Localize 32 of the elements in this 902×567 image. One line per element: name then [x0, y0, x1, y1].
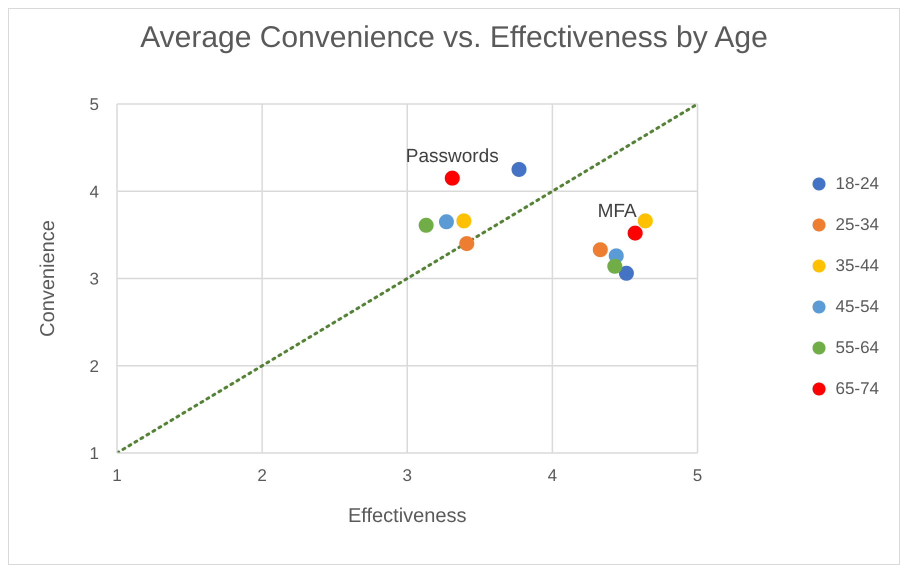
y-tick-label: 5 — [90, 95, 99, 114]
x-tick-label: 2 — [257, 466, 267, 486]
y-axis-title: Convenience — [37, 220, 60, 337]
point — [628, 226, 643, 241]
legend-label: 35-44 — [836, 256, 879, 276]
legend-label: 65-74 — [836, 379, 879, 399]
annotation: Passwords — [406, 146, 499, 168]
point — [638, 213, 653, 228]
point — [444, 170, 460, 186]
point — [512, 162, 527, 177]
x-tick-label: 4 — [548, 466, 558, 486]
y-tick-label: 1 — [90, 444, 99, 464]
legend-label: 25-34 — [836, 215, 879, 235]
point — [459, 236, 474, 252]
point — [592, 242, 608, 258]
point — [607, 258, 622, 274]
legend-label: 55-64 — [836, 338, 879, 358]
x-tick-label: 5 — [692, 466, 702, 486]
x-tick-label: 3 — [402, 466, 412, 486]
y-tick-label: 2 — [90, 356, 99, 376]
chart-title: Average Convenience vs. Effectiveness by Age — [139, 21, 769, 55]
point — [438, 214, 454, 230]
annotation: MFA — [598, 201, 637, 222]
x-axis-title: Effectiveness — [348, 505, 467, 528]
point — [418, 218, 434, 233]
y-tick-label: 4 — [90, 182, 99, 202]
point — [618, 266, 634, 281]
point — [456, 213, 472, 228]
legend-label: 45-54 — [836, 297, 879, 317]
x-tick-label: 1 — [112, 466, 122, 486]
legend-label: 18-24 — [836, 174, 879, 194]
y-tick-label: 3 — [90, 270, 99, 289]
